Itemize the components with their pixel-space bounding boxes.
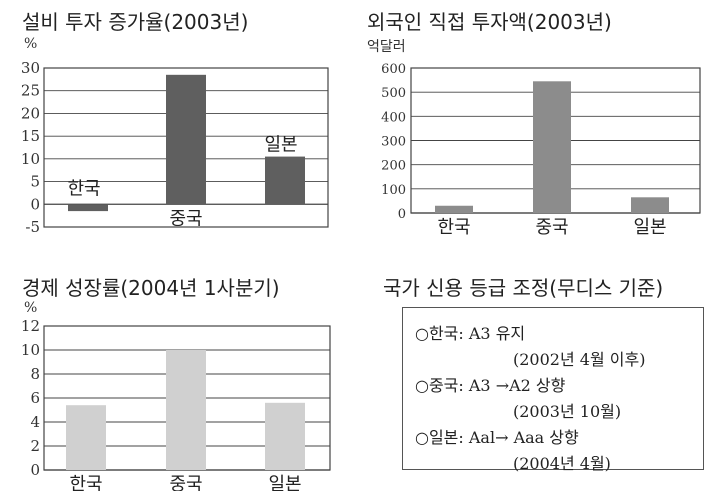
credit-line-china-date: (2003년 10월) bbox=[513, 402, 622, 421]
chart2-unit: 억달러 bbox=[367, 39, 406, 55]
chart3-ytick-label: 6 bbox=[30, 389, 40, 407]
credit-line-japan: ○일본: Aal→ Aaa 상향 bbox=[415, 428, 579, 447]
chart3-ytick-label: 10 bbox=[21, 341, 40, 359]
chart2-ytick-label: 0 bbox=[398, 207, 406, 222]
chart3-category-label: 한국 bbox=[69, 474, 102, 491]
chart1-frame bbox=[43, 67, 329, 228]
chart3-ytick-label: 4 bbox=[30, 413, 40, 431]
credit-line-korea: ○한국: A3 유지 bbox=[415, 324, 526, 343]
chart3-title: 경제 성장률(2004년 1사분기) bbox=[22, 276, 280, 300]
chart2-bar bbox=[533, 81, 571, 214]
chart3-bar bbox=[66, 405, 106, 470]
chart3-bar bbox=[265, 402, 305, 470]
chart2-ytick-label: 400 bbox=[381, 110, 406, 125]
chart1-ytick-label: 10 bbox=[21, 150, 40, 168]
chart1-ytick-label: 0 bbox=[30, 195, 40, 213]
chart1-unit: % bbox=[24, 36, 38, 52]
chart1-bar bbox=[166, 74, 206, 205]
chart3-ytick-label: 12 bbox=[21, 317, 40, 335]
chart1-title: 설비 투자 증가율(2003년) bbox=[22, 10, 249, 34]
chart1-ytick-label: 30 bbox=[21, 59, 40, 77]
chart2-ytick-label: 200 bbox=[381, 159, 406, 174]
chart3-category-label: 중국 bbox=[169, 474, 202, 491]
chart2-bar bbox=[435, 205, 473, 213]
chart2-category-label: 한국 bbox=[437, 217, 470, 238]
credit-panel-box: ○한국: A3 유지 (2002년 4월 이후) ○중국: A3 →A2 상향 … bbox=[402, 307, 704, 473]
credit-line-korea-date: (2002년 4월 이후) bbox=[513, 350, 646, 369]
chart1-ytick-label: 25 bbox=[21, 82, 40, 100]
chart2-bar bbox=[631, 197, 669, 213]
chart1-bar bbox=[68, 204, 108, 212]
chart1-ytick-label: 15 bbox=[21, 127, 40, 145]
credit-line-china: ○중국: A3 →A2 상향 bbox=[415, 376, 566, 395]
chart2-category-label: 중국 bbox=[535, 217, 568, 238]
chart1-ytick-label: -5 bbox=[25, 218, 40, 236]
chart1-bar bbox=[265, 156, 305, 205]
chart1-category-label: 한국 bbox=[67, 178, 100, 199]
chart2-ytick-label: 600 bbox=[381, 62, 406, 77]
chart3-ytick-label: 0 bbox=[30, 461, 40, 479]
credit-panel-title: 국가 신용 등급 조정(무디스 기준) bbox=[383, 276, 664, 300]
chart3-category-label: 일본 bbox=[268, 474, 301, 491]
chart1-category-label: 일본 bbox=[264, 135, 297, 156]
chart1-ytick-label: 20 bbox=[21, 104, 40, 122]
chart3-ytick-label: 2 bbox=[30, 437, 40, 455]
chart2-ytick-label: 500 bbox=[381, 86, 406, 101]
chart2-category-label: 일본 bbox=[633, 217, 666, 238]
chart2-ytick-label: 300 bbox=[381, 135, 406, 150]
chart1-category-label: 중국 bbox=[169, 208, 202, 229]
credit-line-japan-date: (2004년 4월) bbox=[513, 454, 611, 473]
chart2-ytick-label: 100 bbox=[381, 183, 406, 198]
chart3-ytick-label: 8 bbox=[30, 365, 40, 383]
chart3-bar bbox=[166, 350, 206, 470]
chart3-unit: % bbox=[24, 300, 38, 316]
chart2-title: 외국인 직접 투자액(2003년) bbox=[367, 10, 612, 34]
chart1-ytick-label: 5 bbox=[30, 173, 40, 191]
